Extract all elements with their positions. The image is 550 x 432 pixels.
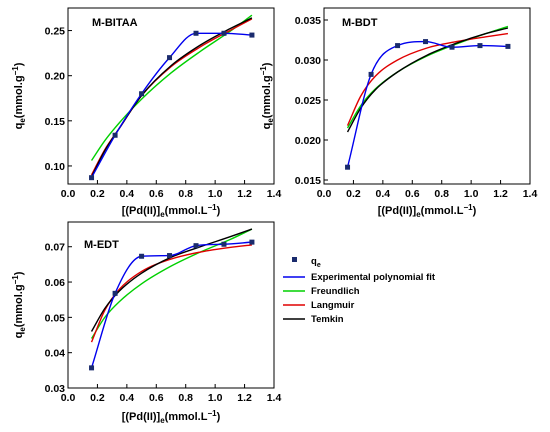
legend-label-langmuir: Langmuir: [311, 300, 355, 311]
data-point: [89, 365, 95, 371]
data-points: [89, 30, 255, 181]
panel-label: M-BITAA: [92, 17, 138, 29]
x-axis-title: [(Pd(II)]e(mmol.L−1): [122, 203, 221, 219]
data-point: [423, 39, 429, 45]
y-tick-label: 0.020: [295, 135, 321, 147]
data-point: [139, 91, 145, 97]
data-point: [505, 43, 511, 49]
x-tick-label: 0.6: [149, 392, 164, 404]
data-point: [193, 30, 199, 36]
y-tick-label: 0.05: [45, 312, 66, 324]
x-tick-label: 1.4: [523, 188, 538, 200]
x-tick-label: 0.8: [178, 392, 193, 404]
data-point: [221, 30, 227, 36]
fit-lines: [346, 25, 509, 168]
y-axis-title: qe(mmol.g−1): [11, 271, 27, 338]
axis-ticks: 0.0 0.2 0.4 0.6 0.8 1.0 1.2 1.4 0.015 0.020 0.025 0…: [295, 15, 538, 200]
fit-line-freundlich: [90, 14, 253, 161]
x-tick-label: 1.0: [208, 188, 223, 200]
y-tick-label: 0.04: [45, 348, 66, 360]
x-tick-label: 0.0: [61, 188, 76, 200]
x-tick-label: 0.8: [434, 188, 449, 200]
data-points: [89, 239, 255, 371]
data-point: [193, 243, 199, 249]
y-tick-label: 0.025: [295, 95, 321, 107]
x-tick-label: 1.0: [208, 392, 223, 404]
y-tick-label: 0.015: [295, 175, 321, 187]
panel-label: M-BDT: [342, 17, 378, 29]
fit-line-freundlich: [90, 228, 253, 339]
y-axis-title: qe(mmol.g−1): [11, 62, 27, 129]
plot-frame: [67, 221, 275, 389]
y-tick-label: 0.20: [45, 71, 66, 83]
y-tick-label: 0.07: [45, 242, 66, 254]
legend-label-freundlich: Freundlich: [311, 286, 360, 297]
fit-line-temkin: [90, 17, 253, 178]
y-axis-title: qe(mmol.g−1): [259, 62, 275, 129]
y-tick-label: 0.030: [295, 55, 321, 67]
x-tick-label: 0.8: [178, 188, 193, 200]
data-point: [139, 253, 145, 259]
fit-line-temkin: [90, 228, 253, 332]
x-tick-label: 1.0: [464, 188, 479, 200]
x-tick-label: 1.2: [237, 188, 252, 200]
chart-panel-m-bitaa: M-BITAA 0.0 0.2 0.4 0.6 0.8 1.0 1.2 1.4 0.10 0.15…: [11, 7, 282, 219]
plot-frame: [67, 7, 275, 185]
x-tick-label: 0.6: [405, 188, 420, 200]
x-tick-label: 0.2: [346, 188, 361, 200]
fit-line-langmuir: [346, 32, 509, 126]
y-tick-label: 0.25: [45, 26, 66, 38]
y-tick-label: 0.06: [45, 277, 66, 289]
data-point: [345, 164, 351, 170]
legend-marker-qe: [292, 257, 297, 262]
x-tick-label: 0.4: [376, 188, 391, 200]
chart-panel-m-edt: M-EDT 0.0 0.2 0.4 0.6 0.8 1.0 1.2 1.40.030.040.…: [11, 221, 282, 425]
data-point: [89, 175, 95, 181]
data-points: [345, 39, 511, 170]
chart-panel-m-bdt: M-BDT 0.0 0.2 0.4 0.6 0.8 1.0 1.2 1.4 0.015 0.020…: [259, 7, 538, 219]
fit-lines: [90, 14, 253, 179]
x-tick-label: 1.4: [267, 188, 282, 200]
fit-line-langmuir: [90, 18, 253, 176]
legend-label-qe: qe: [311, 256, 321, 269]
x-tick-label: 0.6: [149, 188, 164, 200]
data-point: [395, 43, 401, 49]
data-point: [477, 43, 483, 49]
x-tick-label: 0.2: [90, 392, 105, 404]
data-point: [449, 44, 455, 50]
data-point: [249, 239, 255, 245]
legend: qe Experimental polynomial fit Freundlic…: [283, 256, 436, 325]
fit-line-experimental-polynomial-fit: [346, 40, 508, 168]
data-point: [221, 241, 227, 247]
legend-label-temkin: Temkin: [311, 314, 344, 325]
panel-label: M-EDT: [84, 239, 119, 251]
fit-line-experimental-polynomial-fit: [90, 32, 252, 179]
axis-ticks: 0.0 0.2 0.4 0.6 0.8 1.0 1.2 1.4 0.03 0.04 0.05 0.06…: [45, 242, 282, 404]
y-tick-label: 0.10: [45, 161, 66, 173]
x-tick-label: 0.4: [120, 392, 135, 404]
x-axis-title: [(Pd(II)]e(mmol.L−1): [122, 409, 221, 425]
plot-frame: [323, 7, 531, 185]
data-point: [112, 132, 118, 138]
legend-label-polynomial: Experimental polynomial fit: [311, 272, 436, 283]
data-point: [368, 71, 374, 77]
data-point: [167, 253, 173, 259]
x-tick-label: 1.2: [237, 392, 252, 404]
x-tick-label: 1.4: [267, 392, 282, 404]
x-tick-label: 0.0: [61, 392, 76, 404]
y-tick-label: 0.035: [295, 15, 321, 27]
y-tick-label: 0.15: [45, 116, 66, 128]
data-point: [167, 55, 173, 61]
axis-ticks: 0.0 0.2 0.4 0.6 0.8 1.0 1.2 1.4 0.10 0.15 0.20 0.25: [45, 26, 282, 200]
x-tick-label: 0.4: [120, 188, 135, 200]
x-axis-title: [(Pd(II)]e(mmol.L−1): [378, 203, 477, 219]
y-tick-label: 0.03: [45, 383, 66, 395]
x-tick-label: 1.2: [493, 188, 508, 200]
x-tick-label: 0.2: [90, 188, 105, 200]
data-point: [249, 32, 255, 38]
x-tick-label: 0.0: [317, 188, 332, 200]
data-point: [112, 290, 118, 296]
